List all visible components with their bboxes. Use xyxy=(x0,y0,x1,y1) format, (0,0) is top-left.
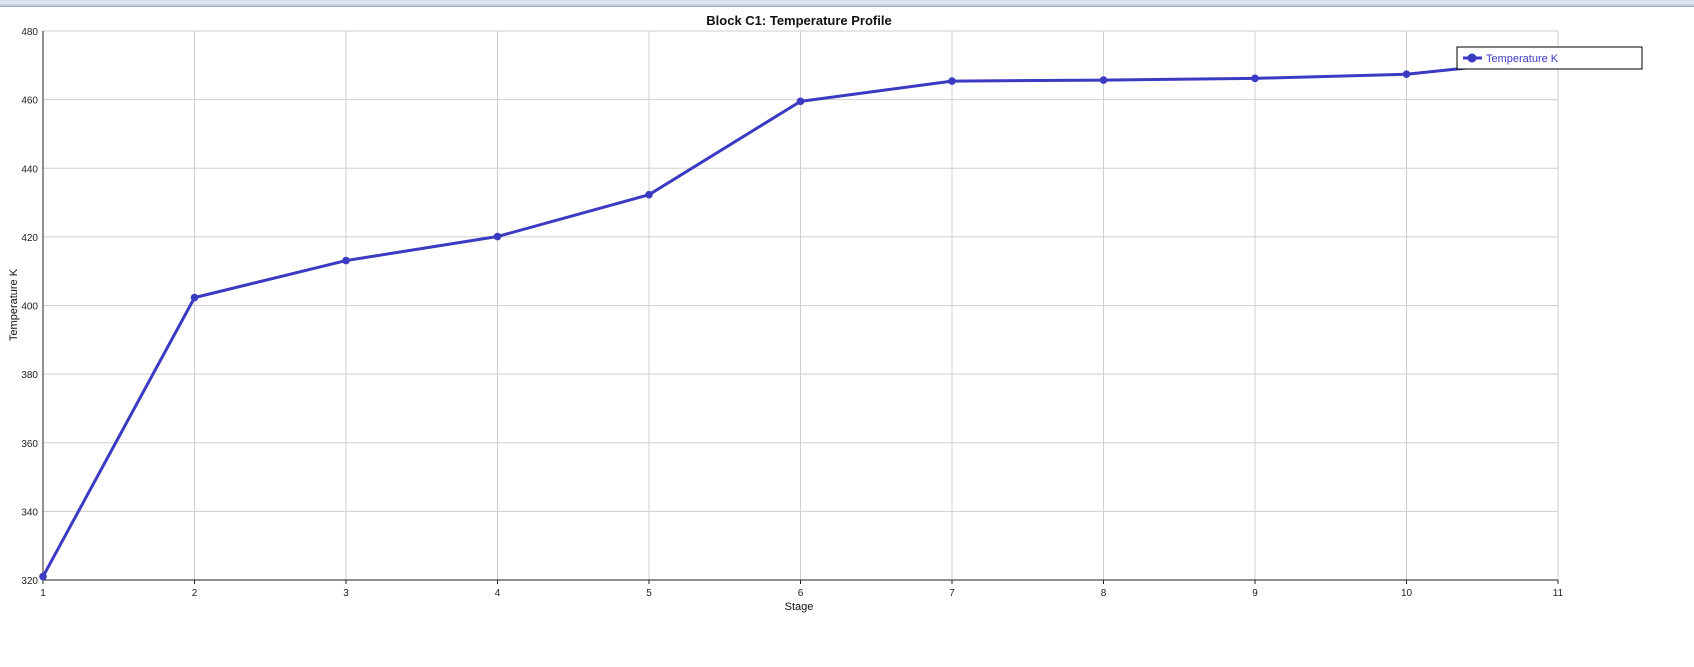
data-point xyxy=(39,572,47,581)
y-tick-label: 380 xyxy=(21,370,38,381)
data-point xyxy=(493,232,502,241)
x-axis-label: Stage xyxy=(785,601,814,613)
data-point xyxy=(796,97,805,106)
window-top-border xyxy=(0,0,1694,7)
y-tick-label: 320 xyxy=(21,576,38,587)
data-point xyxy=(948,77,956,85)
data-point xyxy=(342,256,350,265)
x-tick-label: 1 xyxy=(40,588,46,599)
x-tick-label: 4 xyxy=(495,588,501,599)
y-tick-label: 420 xyxy=(21,233,38,244)
chart-axes: 320 340 360 380 400 420 440 460 480 1 2 3 4 5 6 7 8 9 10 11 xyxy=(21,27,1563,599)
y-tick-label: 340 xyxy=(21,507,38,518)
x-tick-label: 5 xyxy=(646,588,652,599)
x-tick-label: 9 xyxy=(1252,588,1258,599)
data-point xyxy=(1099,76,1108,84)
chart-title: Block C1: Temperature Profile xyxy=(706,13,891,28)
x-tick-label: 11 xyxy=(1553,588,1564,599)
y-tick-label: 360 xyxy=(21,439,38,450)
x-tick-label: 8 xyxy=(1101,588,1107,599)
x-tick-label: 7 xyxy=(949,588,955,599)
y-tick-label: 480 xyxy=(21,27,38,38)
legend[interactable]: Temperature K xyxy=(1456,46,1643,70)
y-tick-label: 400 xyxy=(21,302,38,313)
data-point xyxy=(190,293,199,302)
x-tick-label: 6 xyxy=(798,588,804,599)
legend-dot-marker xyxy=(1467,53,1477,63)
legend-entry-label: Temperature K xyxy=(1486,53,1559,65)
legend-box xyxy=(1456,46,1643,70)
x-tick-label: 2 xyxy=(192,588,198,599)
x-tick-label: 3 xyxy=(343,588,349,599)
chart-series xyxy=(39,54,1562,581)
data-point xyxy=(1251,74,1259,83)
chart-grid xyxy=(42,30,1559,581)
x-tick-label: 10 xyxy=(1401,588,1413,599)
y-tick-label: 440 xyxy=(21,164,38,175)
y-axis-label: Temperature K xyxy=(8,268,20,341)
data-point xyxy=(645,190,653,199)
y-tick-label: 460 xyxy=(21,96,38,107)
data-point xyxy=(1402,70,1411,79)
